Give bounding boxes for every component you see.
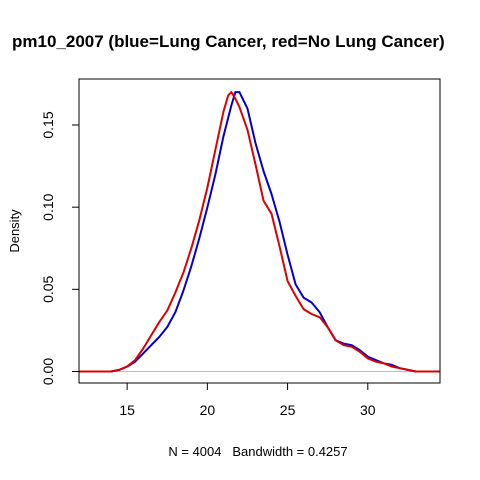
y-tick-label: 0.00 <box>40 358 56 385</box>
x-axis-label: N = 4004 Bandwidth = 0.4257 <box>168 444 347 459</box>
chart-title: pm10_2007 (blue=Lung Cancer, red=No Lung… <box>12 32 445 51</box>
y-axis: 0.00 0.05 0.10 0.15 <box>40 111 80 385</box>
y-tick-label: 0.10 <box>40 193 56 220</box>
x-tick-label: 15 <box>119 402 135 418</box>
x-axis: 15 20 25 30 <box>119 382 376 418</box>
series-group <box>79 91 440 373</box>
series-line-lung-cancer <box>79 91 440 373</box>
y-tick-label: 0.05 <box>40 275 56 302</box>
x-tick-label: 30 <box>360 402 376 418</box>
y-axis-label: Density <box>7 209 22 253</box>
series-line-no-lung-cancer <box>79 91 440 373</box>
x-tick-label: 20 <box>200 402 216 418</box>
x-tick-label: 25 <box>280 402 296 418</box>
y-tick-label: 0.15 <box>40 111 56 138</box>
